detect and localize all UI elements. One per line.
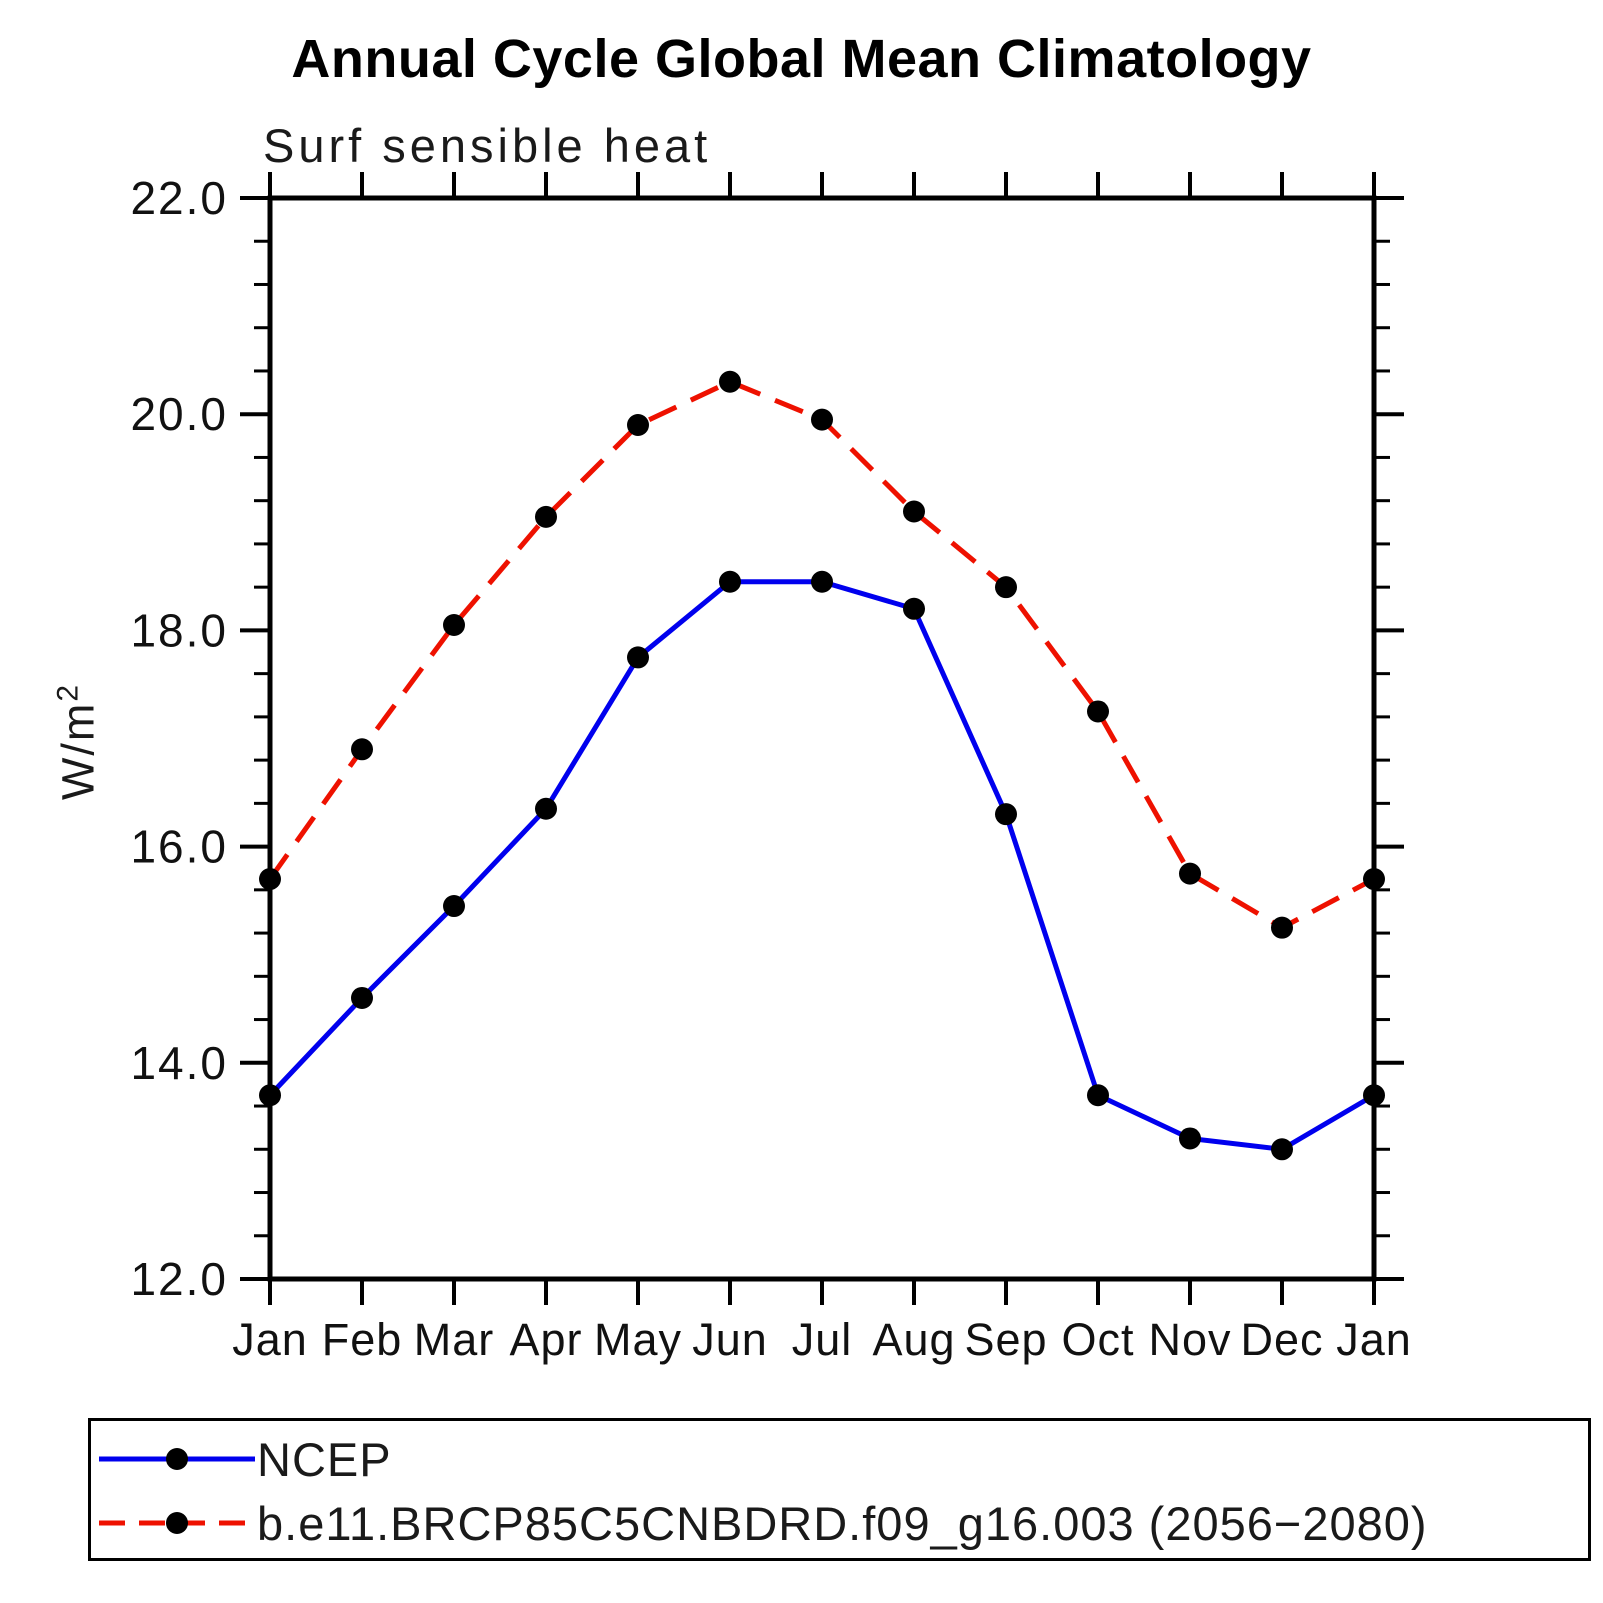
y-tick-label: 20.0 — [130, 388, 228, 440]
data-point-marker — [1363, 868, 1385, 891]
y-tick-label: 18.0 — [130, 604, 228, 656]
chart-subtitle: Surf sensible heat — [263, 119, 712, 172]
month-label: Aug — [872, 1314, 955, 1365]
month-label: Jun — [692, 1314, 768, 1365]
data-point-marker — [1179, 1127, 1201, 1150]
data-point-marker — [719, 370, 741, 393]
data-point-marker — [535, 797, 557, 820]
data-point-marker — [627, 646, 649, 669]
data-point-marker — [1087, 700, 1109, 723]
legend-sample-marker — [166, 1512, 188, 1534]
y-tick-label: 14.0 — [130, 1037, 228, 1089]
month-label: Dec — [1240, 1314, 1323, 1365]
month-label: Apr — [509, 1314, 582, 1365]
data-point-marker — [443, 613, 465, 636]
chart-plot-area: Jan Feb Mar Apr May Jun Jul Aug Sep Oct Nov Dec Jan1… — [130, 172, 1412, 1365]
y-tick-label: 22.0 — [130, 172, 228, 224]
data-point-marker — [1271, 916, 1293, 939]
data-point-marker — [627, 414, 649, 437]
data-point-marker — [995, 803, 1017, 826]
data-point-marker — [351, 738, 373, 761]
legend-label-model: b.e11.BRCP85C5CNBDRD.f09_g16.003 (2056−2… — [257, 1496, 1428, 1550]
data-point-marker — [1179, 862, 1201, 885]
data-point-marker — [1363, 1084, 1385, 1107]
plot-frame — [267, 195, 1377, 1282]
data-point-marker — [811, 408, 833, 431]
legend-entry-model: b.e11.BRCP85C5CNBDRD.f09_g16.003 (2056−2… — [97, 1496, 1428, 1550]
legend-label-ncep: NCEP — [257, 1432, 392, 1486]
data-point-marker — [443, 895, 465, 918]
chart-title: Annual Cycle Global Mean Climatology — [291, 29, 1312, 89]
data-point-marker — [1087, 1084, 1109, 1107]
month-label: Jan — [232, 1314, 308, 1365]
legend-sample-line-model — [99, 1512, 255, 1534]
legend-sample-line-ncep — [99, 1448, 255, 1470]
month-label: Mar — [414, 1314, 495, 1365]
legend-box: NCEP b.e11.BRCP85C5CNBDRD.f09_g16.003 (2… — [88, 1418, 1591, 1561]
month-label: Jul — [792, 1314, 853, 1365]
series-line-1 — [267, 379, 1376, 931]
data-point-marker — [903, 597, 925, 620]
legend-sample-marker — [166, 1448, 188, 1470]
data-point-marker — [811, 570, 833, 593]
data-point-marker — [259, 1084, 281, 1107]
month-label: Oct — [1061, 1314, 1134, 1365]
month-label: Jan — [1336, 1314, 1412, 1365]
data-point-marker — [259, 868, 281, 891]
legend-entry-ncep: NCEP — [97, 1432, 392, 1486]
y-tick-label: 16.0 — [130, 821, 228, 873]
data-point-marker — [719, 570, 741, 593]
data-point-marker — [903, 500, 925, 523]
month-label: May — [594, 1314, 682, 1365]
data-point-marker — [535, 505, 557, 528]
month-label: Feb — [322, 1314, 403, 1365]
data-point-marker — [1271, 1138, 1293, 1161]
month-label: Sep — [964, 1314, 1047, 1365]
y-tick-label: 12.0 — [130, 1253, 228, 1305]
month-label: Nov — [1148, 1314, 1231, 1365]
data-point-marker — [351, 986, 373, 1009]
data-point-marker — [995, 576, 1017, 599]
series-line-0 — [268, 579, 1376, 1152]
